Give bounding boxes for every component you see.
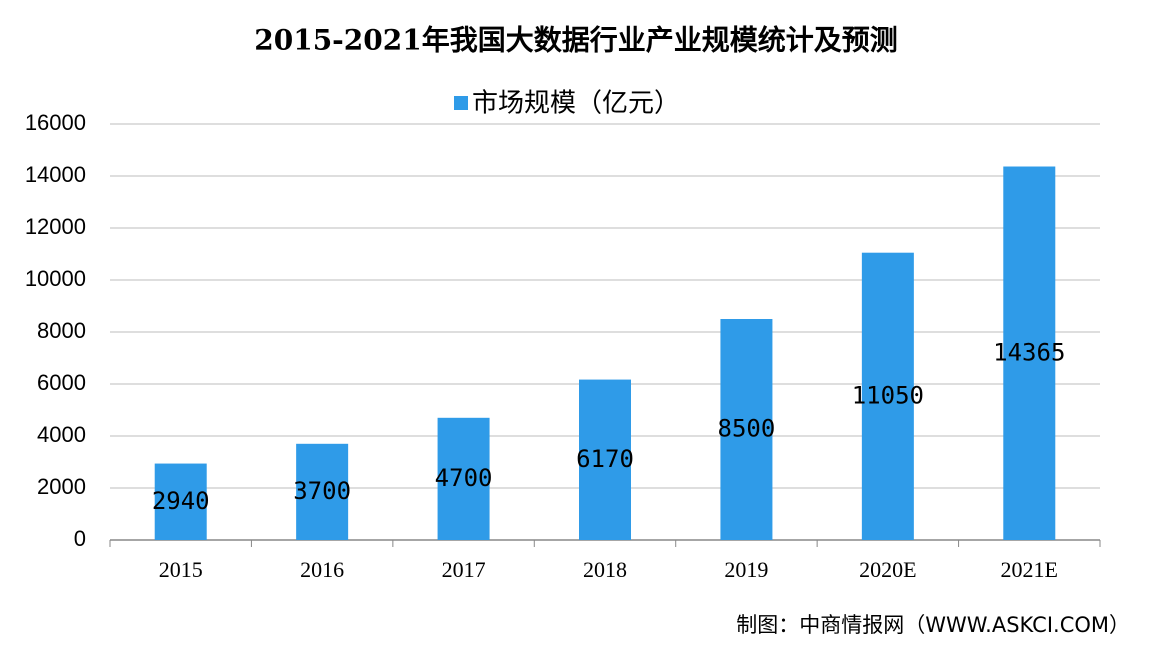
x-tick-label: 2016 [300,557,344,582]
value-label: 6170 [576,445,634,473]
bar [154,463,207,540]
x-tick-label: 2020E [859,557,916,582]
legend-swatch [454,96,468,110]
y-tick-label: 10000 [25,266,86,291]
value-label: 2940 [152,487,210,515]
value-label: 4700 [435,464,493,492]
legend-label: 市场规模（亿元） [472,89,680,119]
bar [579,379,631,540]
value-label: 11050 [852,381,924,409]
y-tick-label: 8000 [37,318,86,343]
y-tick-label: 14000 [25,162,86,187]
chart-title: 2015-2021年我国大数据行业产业规模统计及预测 [254,24,897,57]
bar [437,417,490,540]
y-tick-label: 4000 [37,422,86,447]
x-tick-label: 2019 [724,557,768,582]
bar [296,443,349,540]
x-tick-label: 2017 [442,557,486,582]
y-tick-label: 2000 [37,474,86,499]
x-tick-label: 2021E [1001,557,1058,582]
y-tick-label: 16000 [25,110,86,135]
y-tick-label: 6000 [37,370,86,395]
x-tick-label: 2015 [159,557,203,582]
value-label: 8500 [718,415,776,443]
source-note: 制图：中商情报网（WWW.ASKCI.COM） [736,613,1130,637]
value-label: 14365 [993,338,1065,366]
value-label: 3700 [293,477,351,505]
bar [1003,166,1056,540]
bar [720,319,773,540]
bar [861,252,914,540]
x-tick-label: 2018 [583,557,627,582]
y-tick-label: 12000 [25,214,86,239]
y-tick-label: 0 [74,526,86,551]
